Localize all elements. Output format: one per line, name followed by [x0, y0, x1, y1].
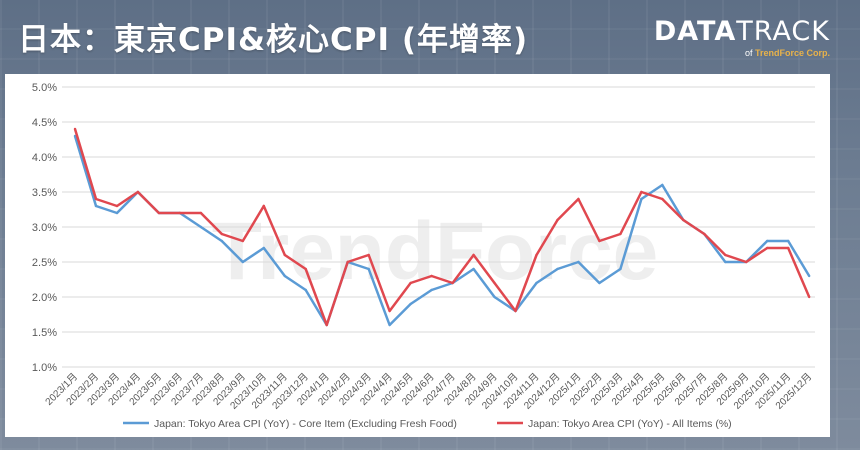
data-point: [73, 134, 77, 138]
data-point: [94, 204, 98, 208]
data-point: [535, 253, 538, 257]
datatrack-logo: DATATRACK of TrendForce Corp.: [654, 18, 830, 59]
data-point: [241, 260, 245, 264]
data-point: [766, 246, 769, 250]
data-point: [73, 127, 77, 131]
y-tick-label: 2.5%: [32, 257, 57, 269]
data-point: [262, 204, 265, 208]
chart-panel: TrendForce 1.0% 1.5% 2.0% 2.5% 3.0% 3.5% 4.0% 4…: [5, 74, 830, 437]
data-point: [577, 197, 580, 201]
watermark-text: TrendForce: [212, 206, 659, 297]
data-point: [619, 267, 622, 271]
data-point: [220, 232, 224, 236]
data-point: [220, 239, 224, 243]
legend-label: Japan: Tokyo Area CPI (YoY) - Core Item …: [154, 418, 457, 430]
cpi-line-chart: TrendForce 1.0% 1.5% 2.0% 2.5% 3.0% 3.5% 4.0% 4…: [32, 82, 815, 430]
data-point: [409, 281, 412, 285]
data-point: [388, 309, 391, 313]
series-lines: [73, 127, 811, 327]
y-tick-label: 4.5%: [32, 117, 57, 129]
data-point: [451, 281, 454, 285]
chart-legend: Japan: Tokyo Area CPI (YoY) - Core Item …: [123, 418, 732, 430]
data-point: [430, 288, 433, 292]
data-point: [115, 211, 119, 215]
y-tick-label: 1.0%: [32, 362, 57, 374]
data-point: [325, 323, 328, 327]
y-axis-ticks: 1.0% 1.5% 2.0% 2.5% 3.0% 3.5% 4.0% 4.5% 5.0%: [32, 82, 57, 374]
data-point: [346, 260, 349, 264]
data-point: [409, 302, 412, 306]
data-point: [262, 246, 265, 250]
legend-label: Japan: Tokyo Area CPI (YoY) - All Items …: [528, 418, 732, 430]
data-point: [807, 295, 811, 299]
y-tick-label: 2.0%: [32, 292, 57, 304]
data-point: [786, 246, 790, 250]
data-point: [430, 274, 433, 278]
y-tick-label: 1.5%: [32, 327, 57, 339]
data-point: [661, 183, 664, 187]
data-point: [472, 267, 475, 271]
data-point: [640, 197, 643, 201]
data-point: [577, 260, 580, 264]
grid-lines: [62, 86, 815, 368]
data-point: [703, 232, 706, 236]
data-point: [766, 239, 769, 243]
logo-brand-bold: DATA: [653, 16, 737, 47]
data-point: [367, 267, 370, 271]
data-point: [556, 267, 559, 271]
data-point: [556, 218, 559, 222]
y-tick-label: 3.5%: [32, 187, 57, 199]
logo-brand-light: TRACK: [736, 16, 830, 47]
data-point: [178, 211, 182, 215]
x-axis-ticks: 2023/1月2023/2月2023/3月2023/4月2023/5月2023/…: [43, 371, 814, 412]
data-point: [598, 239, 601, 243]
data-point: [661, 197, 664, 201]
data-point: [514, 309, 517, 313]
data-point: [367, 253, 370, 257]
data-point: [493, 295, 496, 299]
logo-sub-prefix: of: [744, 48, 753, 58]
y-tick-label: 3.0%: [32, 222, 57, 234]
data-point: [94, 197, 98, 201]
data-point: [807, 274, 811, 278]
logo-sub-company: TrendForce Corp.: [754, 48, 830, 58]
data-point: [241, 239, 245, 243]
page-title: 日本：東京CPI&核心CPI (年增率): [18, 22, 529, 58]
data-point: [199, 225, 203, 229]
data-point: [640, 190, 643, 194]
data-point: [388, 323, 391, 327]
data-point: [745, 260, 748, 264]
y-tick-label: 4.0%: [32, 152, 57, 164]
data-point: [682, 218, 685, 222]
data-point: [136, 190, 140, 194]
series-line-all-items-cpi: [73, 128, 811, 327]
logo-subtitle: of TrendForce Corp.: [654, 48, 830, 58]
data-point: [283, 253, 286, 257]
data-point: [619, 232, 622, 236]
data-point: [199, 211, 203, 215]
legend-item-all-items-cpi: Japan: Tokyo Area CPI (YoY) - All Items …: [497, 418, 732, 430]
data-point: [304, 267, 307, 271]
data-point: [535, 281, 538, 285]
legend-item-core-cpi: Japan: Tokyo Area CPI (YoY) - Core Item …: [123, 418, 457, 430]
data-point: [598, 281, 601, 285]
data-point: [115, 204, 119, 208]
y-tick-label: 5.0%: [32, 82, 57, 94]
data-point: [283, 274, 286, 278]
logo-wordmark: DATATRACK: [654, 18, 830, 46]
data-point: [157, 211, 161, 215]
data-point: [304, 288, 307, 292]
data-point: [493, 281, 496, 285]
data-point: [724, 253, 727, 257]
data-point: [724, 260, 727, 264]
data-point: [786, 239, 790, 243]
data-point: [472, 253, 475, 257]
